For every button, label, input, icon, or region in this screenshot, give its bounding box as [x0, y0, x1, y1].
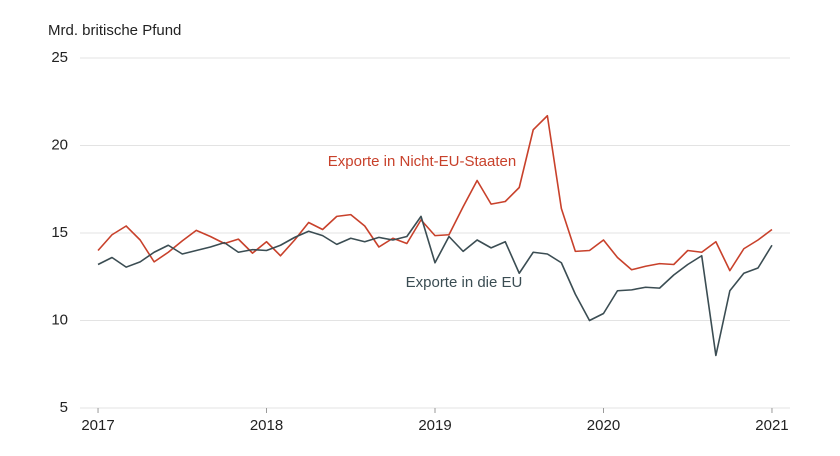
x-tick-label: 2019 — [418, 417, 451, 434]
y-axis-label: Mrd. britische Pfund — [48, 22, 181, 39]
series-line — [97, 215, 773, 357]
y-tick-label: 20 — [51, 136, 68, 153]
y-tick-label: 15 — [51, 224, 68, 241]
series-label: Exporte in Nicht-EU-Staaten — [328, 153, 516, 170]
x-tick-label: 2020 — [587, 417, 620, 434]
x-tick-label: 2018 — [250, 417, 283, 434]
series-line — [97, 114, 773, 272]
x-tick-label: 2021 — [755, 417, 788, 434]
series-label: Exporte in die EU — [406, 274, 523, 291]
x-tick-label: 2017 — [81, 417, 114, 434]
y-tick-label: 5 — [60, 399, 68, 416]
y-tick-label: 10 — [51, 311, 68, 328]
y-tick-label: 25 — [51, 49, 68, 66]
